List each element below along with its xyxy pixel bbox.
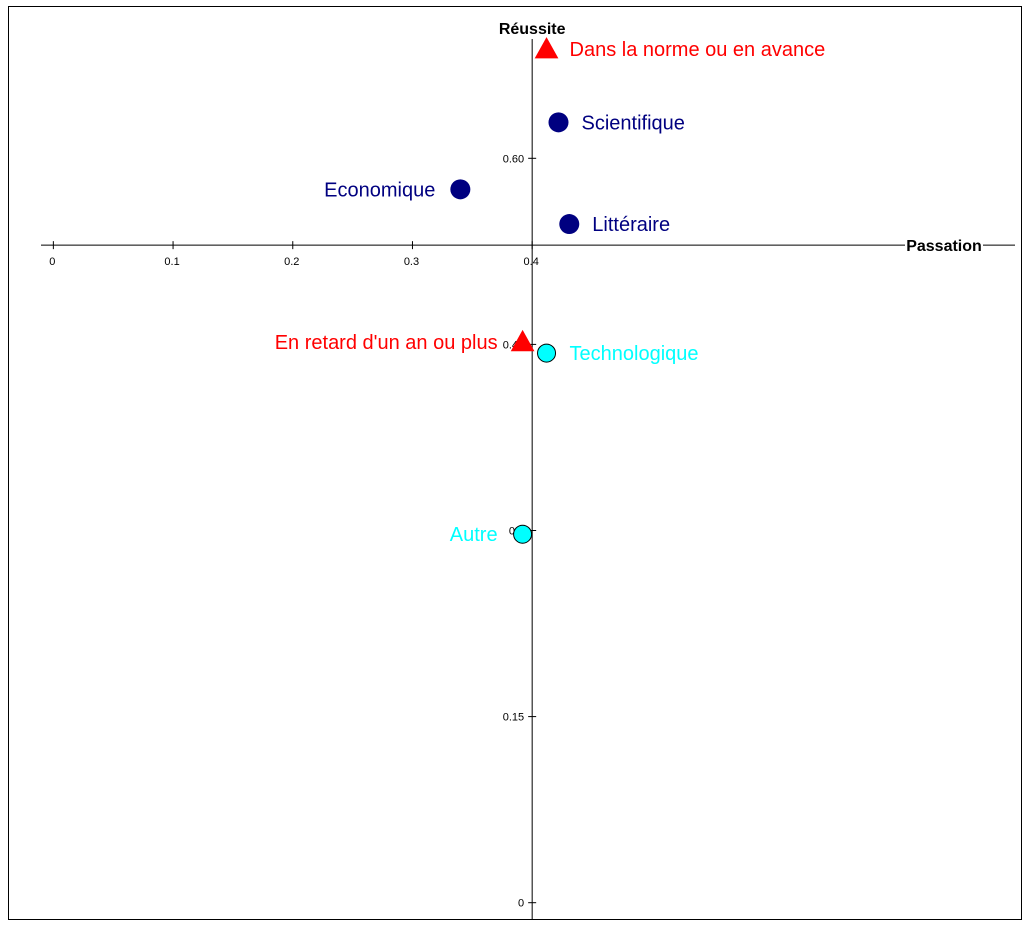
x-tick-label: 0	[49, 256, 55, 268]
data-point-circle	[513, 524, 533, 544]
data-label: Technologique	[570, 343, 699, 365]
data-point-triangle	[510, 329, 535, 352]
x-tick-label: 0.2	[284, 256, 299, 268]
data-label: Autre	[450, 524, 498, 546]
data-point-circle	[559, 214, 580, 235]
data-label: En retard d'un an ou plus	[275, 332, 498, 354]
data-point-circle	[537, 343, 557, 363]
chart-frame: PassationRéussite00.10.20.30.400.150.30.…	[8, 6, 1022, 920]
data-point-circle	[450, 179, 471, 200]
scatter-chart: PassationRéussite00.10.20.30.400.150.30.…	[41, 21, 1015, 919]
data-label: Economique	[324, 179, 435, 201]
y-tick-label: 0	[518, 898, 524, 910]
x-tick-label: 0.4	[524, 256, 539, 268]
y-tick-label: 0.15	[503, 712, 524, 724]
x-tick-label: 0.3	[404, 256, 419, 268]
data-label: Littéraire	[592, 214, 670, 236]
data-label: Dans la norme ou en avance	[570, 39, 826, 61]
data-point-circle	[548, 112, 569, 133]
data-label: Scientifique	[582, 112, 685, 134]
x-axis-title: Passation	[906, 238, 982, 255]
y-axis-title: Réussite	[499, 21, 566, 38]
y-tick-label: 0.60	[503, 153, 524, 165]
data-point-triangle	[534, 37, 559, 59]
x-tick-label: 0.1	[164, 256, 179, 268]
